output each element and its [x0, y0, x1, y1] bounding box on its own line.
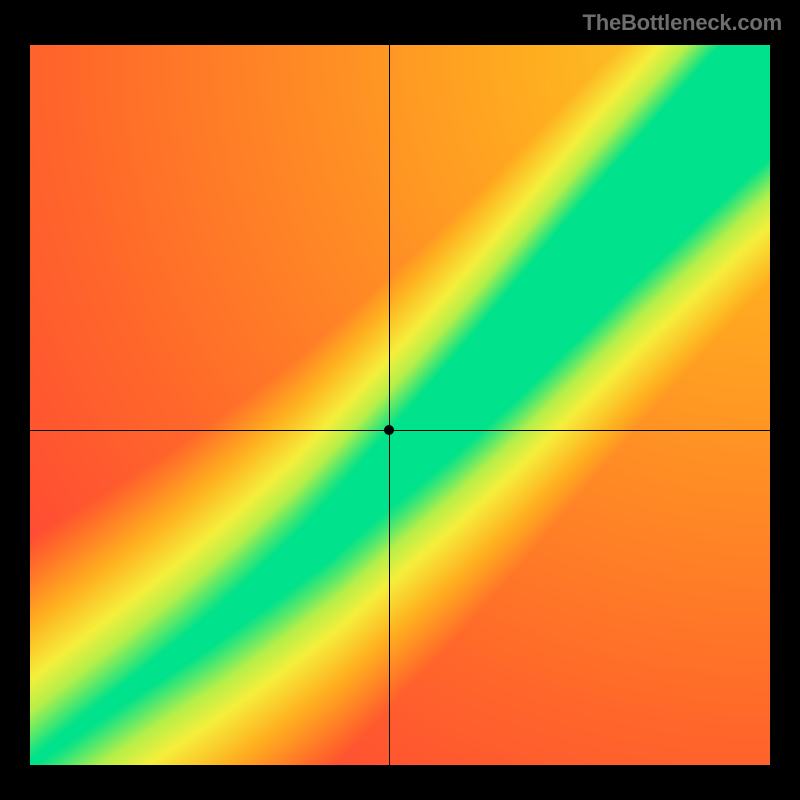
watermark-text: TheBottleneck.com: [582, 10, 782, 36]
heatmap-canvas: [30, 45, 770, 765]
crosshair-vertical: [389, 45, 390, 765]
plot-area: [30, 45, 770, 765]
chart-container: TheBottleneck.com: [0, 0, 800, 800]
crosshair-horizontal: [30, 430, 770, 431]
